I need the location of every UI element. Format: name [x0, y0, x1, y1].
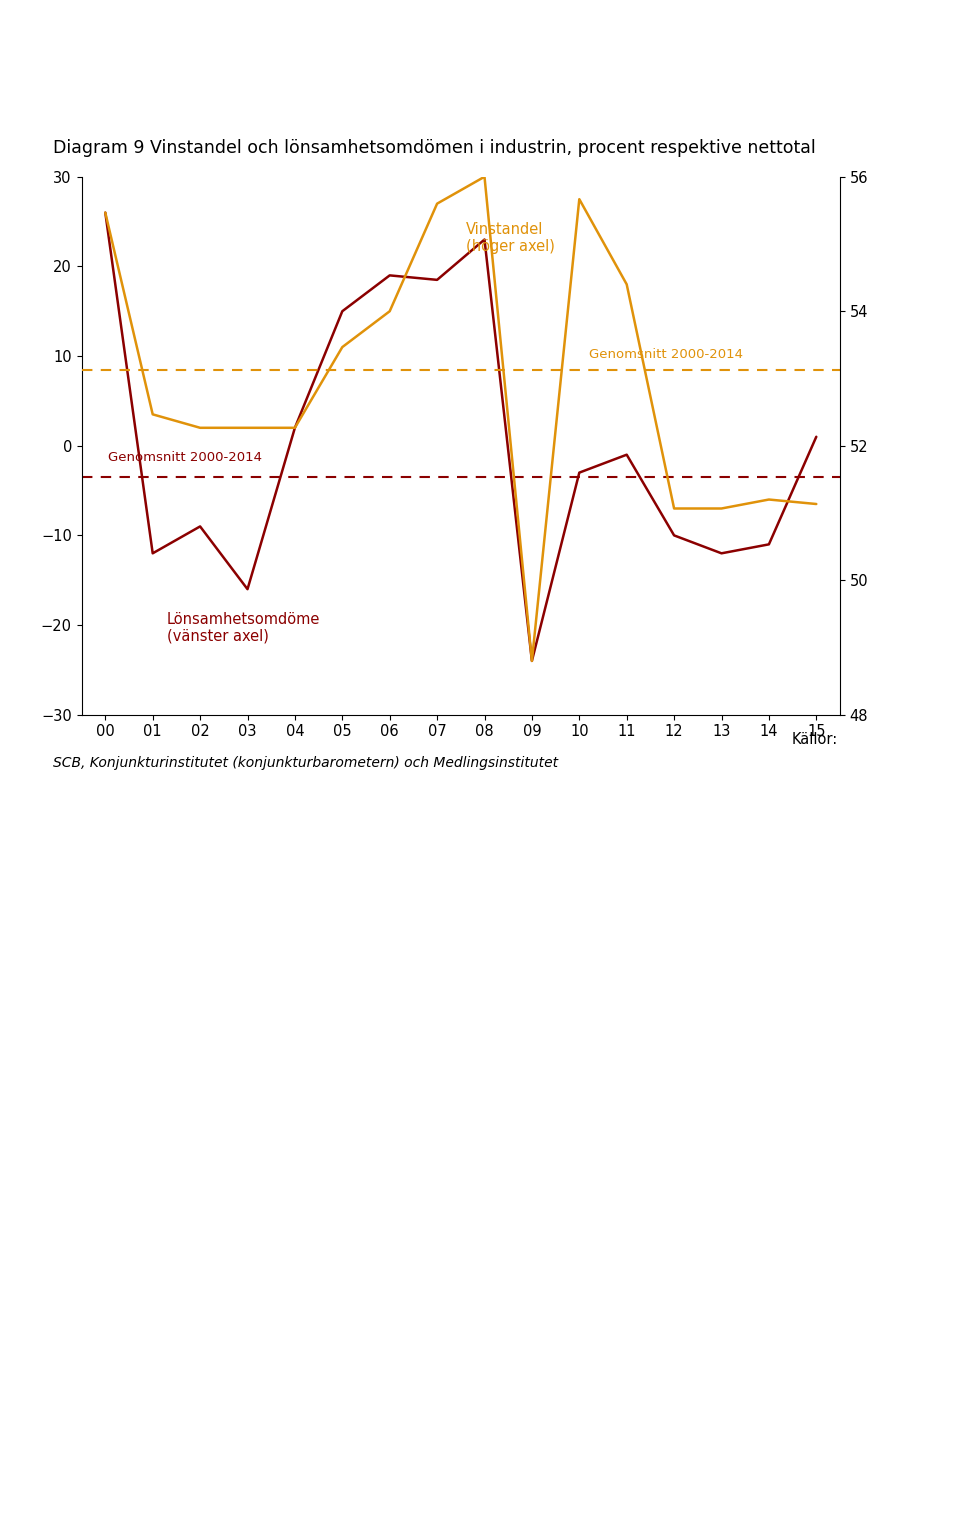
Text: Genomsnitt 2000-2014: Genomsnitt 2000-2014: [108, 450, 262, 464]
Text: Genomsnitt 2000-2014: Genomsnitt 2000-2014: [588, 347, 743, 361]
Text: Vinstandel
(höger axel): Vinstandel (höger axel): [466, 221, 555, 254]
Text: Diagram 9 Vinstandel och lönsamhetsomdömen i industrin, procent respektive netto: Diagram 9 Vinstandel och lönsamhetsomdöm…: [53, 138, 816, 157]
Text: Källor:: Källor:: [792, 732, 838, 747]
Text: Lönsamhetsomdöme
(vänster axel): Lönsamhetsomdöme (vänster axel): [167, 612, 321, 644]
Text: SCB, Konjunkturinstitutet (konjunkturbarometern) och Medlingsinstitutet: SCB, Konjunkturinstitutet (konjunkturbar…: [53, 756, 558, 770]
